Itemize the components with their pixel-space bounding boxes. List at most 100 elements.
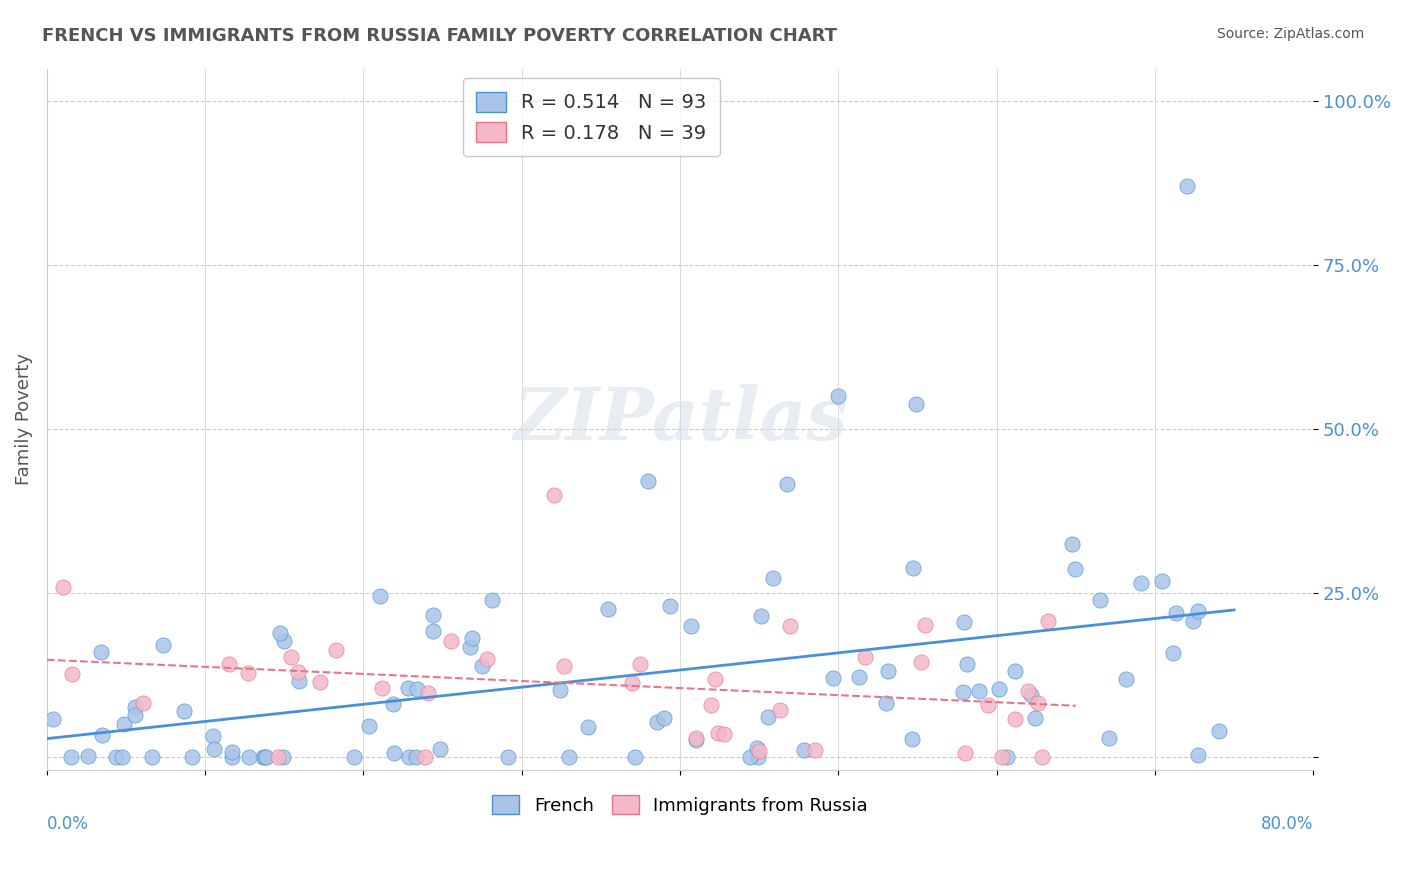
Point	[685, 731, 707, 745]
Point	[804, 743, 827, 757]
Point	[745, 741, 768, 756]
Point	[623, 749, 645, 764]
Point	[112, 717, 135, 731]
Point	[1115, 673, 1137, 687]
Point	[238, 749, 260, 764]
Point	[1004, 664, 1026, 678]
Point	[422, 607, 444, 622]
Point	[405, 749, 427, 764]
Point	[1164, 607, 1187, 621]
Point	[124, 700, 146, 714]
Point	[977, 698, 1000, 713]
Point	[471, 658, 494, 673]
Point	[1182, 614, 1205, 628]
Point	[254, 749, 277, 764]
Point	[124, 707, 146, 722]
Point	[406, 681, 429, 696]
Point	[1031, 749, 1053, 764]
Point	[875, 696, 897, 710]
Point	[90, 645, 112, 659]
Point	[1152, 574, 1174, 588]
Point	[637, 475, 659, 489]
Point	[558, 749, 581, 764]
Point	[576, 720, 599, 734]
Point	[748, 744, 770, 758]
Point	[995, 749, 1018, 764]
Point	[76, 748, 98, 763]
Point	[357, 718, 380, 732]
Point	[914, 617, 936, 632]
Point	[498, 749, 520, 764]
Point	[343, 749, 366, 764]
Point	[236, 665, 259, 680]
Point	[740, 749, 762, 764]
Point	[700, 698, 723, 712]
Point	[1028, 696, 1050, 710]
Point	[713, 727, 735, 741]
Point	[1060, 537, 1083, 551]
Point	[548, 682, 571, 697]
Point	[1024, 711, 1046, 725]
Point	[904, 397, 927, 411]
Point	[823, 672, 845, 686]
Point	[325, 643, 347, 657]
Point	[111, 749, 134, 764]
Point	[221, 745, 243, 759]
Point	[104, 749, 127, 764]
Point	[1208, 724, 1230, 739]
Point	[253, 749, 276, 764]
Point	[776, 477, 799, 491]
Point	[273, 634, 295, 648]
Point	[422, 624, 444, 638]
Point	[543, 487, 565, 501]
Point	[370, 589, 392, 603]
Point	[287, 665, 309, 679]
Point	[481, 593, 503, 607]
Point	[848, 670, 870, 684]
Point	[173, 704, 195, 718]
Point	[252, 749, 274, 764]
Text: Source: ZipAtlas.com: Source: ZipAtlas.com	[1216, 27, 1364, 41]
Point	[779, 619, 801, 633]
Point	[658, 599, 681, 614]
Point	[221, 749, 243, 764]
Point	[1004, 713, 1026, 727]
Point	[1187, 604, 1209, 618]
Point	[1064, 562, 1087, 576]
Point	[416, 686, 439, 700]
Point	[413, 749, 436, 764]
Point	[853, 649, 876, 664]
Point	[952, 685, 974, 699]
Point	[706, 725, 728, 739]
Point	[42, 712, 65, 726]
Point	[1163, 646, 1185, 660]
Point	[630, 657, 652, 671]
Point	[429, 742, 451, 756]
Point	[266, 749, 288, 764]
Point	[460, 640, 482, 655]
Point	[201, 729, 224, 743]
Text: FRENCH VS IMMIGRANTS FROM RUSSIA FAMILY POVERTY CORRELATION CHART: FRENCH VS IMMIGRANTS FROM RUSSIA FAMILY …	[42, 27, 837, 45]
Point	[901, 732, 924, 747]
Point	[396, 681, 419, 695]
Point	[553, 659, 575, 673]
Point	[681, 619, 703, 633]
Point	[180, 749, 202, 764]
Point	[704, 672, 727, 686]
Point	[1130, 576, 1153, 591]
Point	[910, 655, 932, 669]
Point	[749, 609, 772, 624]
Point	[370, 681, 392, 695]
Point	[685, 732, 707, 747]
Point	[152, 638, 174, 652]
Point	[141, 749, 163, 764]
Point	[60, 667, 83, 681]
Point	[269, 626, 291, 640]
Point	[1036, 614, 1059, 628]
Point	[991, 749, 1014, 764]
Point	[398, 749, 420, 764]
Point	[827, 389, 849, 403]
Point	[756, 710, 779, 724]
Text: 0.0%: 0.0%	[46, 815, 89, 833]
Point	[596, 601, 619, 615]
